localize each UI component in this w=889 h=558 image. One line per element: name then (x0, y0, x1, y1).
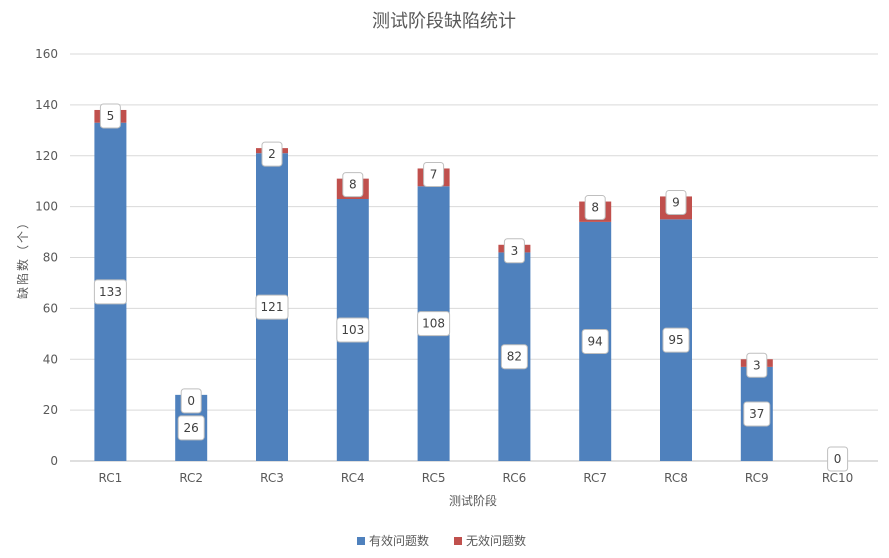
data-label: 8 (349, 178, 357, 192)
data-label: 103 (341, 323, 364, 337)
data-label: 133 (99, 285, 122, 299)
data-label-box (255, 294, 289, 320)
legend-label-valid: 有效问题数 (369, 533, 429, 548)
data-label-box (180, 388, 202, 414)
data-label: 7 (430, 167, 438, 181)
data-label-box (581, 328, 609, 354)
x-tick-label: RC7 (583, 471, 607, 485)
data-label: 0 (187, 394, 195, 408)
y-axis-title: 缺陷数（个） (15, 215, 30, 299)
data-label: 26 (184, 421, 199, 435)
x-axis-ticks: RC1 RC2 RC3 RC4 RC5 RC6 RC7 RC8 RC9 RC10 (99, 471, 854, 485)
data-label-box (665, 189, 687, 215)
y-tick-label: 100 (35, 200, 58, 214)
data-label-box (827, 446, 849, 472)
data-label: 121 (261, 300, 284, 314)
y-tick-label: 120 (35, 149, 58, 163)
data-label-box (503, 238, 525, 264)
data-label-box (743, 401, 771, 427)
legend-swatch-invalid (454, 537, 462, 545)
x-tick-label: RC1 (99, 471, 123, 485)
data-labels: 133 5 26 0 121 2 103 8 108 7 82 3 94 8 95 9 37 3 0 (93, 103, 849, 472)
data-label: 9 (672, 195, 680, 209)
legend-swatch-valid (357, 537, 365, 545)
data-label: 95 (668, 333, 683, 347)
data-label: 108 (422, 317, 445, 331)
data-label: 8 (591, 201, 599, 215)
y-tick-label: 80 (43, 251, 58, 265)
y-tick-label: 20 (43, 403, 58, 417)
y-tick-label: 0 (50, 454, 58, 468)
y-tick-label: 40 (43, 352, 58, 366)
data-label: 5 (107, 109, 115, 123)
data-label-box (177, 415, 205, 441)
data-label-box (500, 344, 528, 370)
x-tick-label: RC5 (422, 471, 446, 485)
data-label-box (261, 141, 283, 167)
x-tick-label: RC8 (664, 471, 688, 485)
legend-label-invalid: 无效问题数 (466, 533, 526, 548)
data-label-box (423, 161, 445, 187)
data-label-box (336, 317, 370, 343)
legend: 有效问题数 无效问题数 (357, 533, 526, 548)
data-label: 37 (749, 407, 764, 421)
data-label-box (93, 279, 127, 305)
data-label-box (662, 327, 690, 353)
x-tick-label: RC4 (341, 471, 365, 485)
x-tick-label: RC3 (260, 471, 284, 485)
data-label-box (417, 311, 451, 337)
x-tick-label: RC2 (179, 471, 203, 485)
data-label: 2 (268, 147, 276, 161)
x-tick-label: RC9 (745, 471, 769, 485)
data-label: 82 (507, 350, 522, 364)
x-tick-label: RC6 (503, 471, 527, 485)
data-label: 94 (588, 334, 603, 348)
chart-title: 测试阶段缺陷统计 (372, 11, 516, 32)
y-tick-label: 60 (43, 301, 58, 315)
data-label-box (746, 352, 768, 378)
x-axis-title: 测试阶段 (449, 493, 497, 508)
data-label-box (342, 172, 364, 198)
y-tick-label: 140 (35, 98, 58, 112)
data-label-box (584, 195, 606, 221)
x-tick-label: RC10 (822, 471, 853, 485)
data-label: 0 (834, 452, 842, 466)
y-axis-ticks: 0 20 40 60 80 100 120 140 160 (35, 47, 58, 468)
data-label: 3 (511, 244, 519, 258)
data-label: 3 (753, 358, 761, 372)
data-label-box (99, 103, 121, 129)
y-tick-label: 160 (35, 47, 58, 61)
